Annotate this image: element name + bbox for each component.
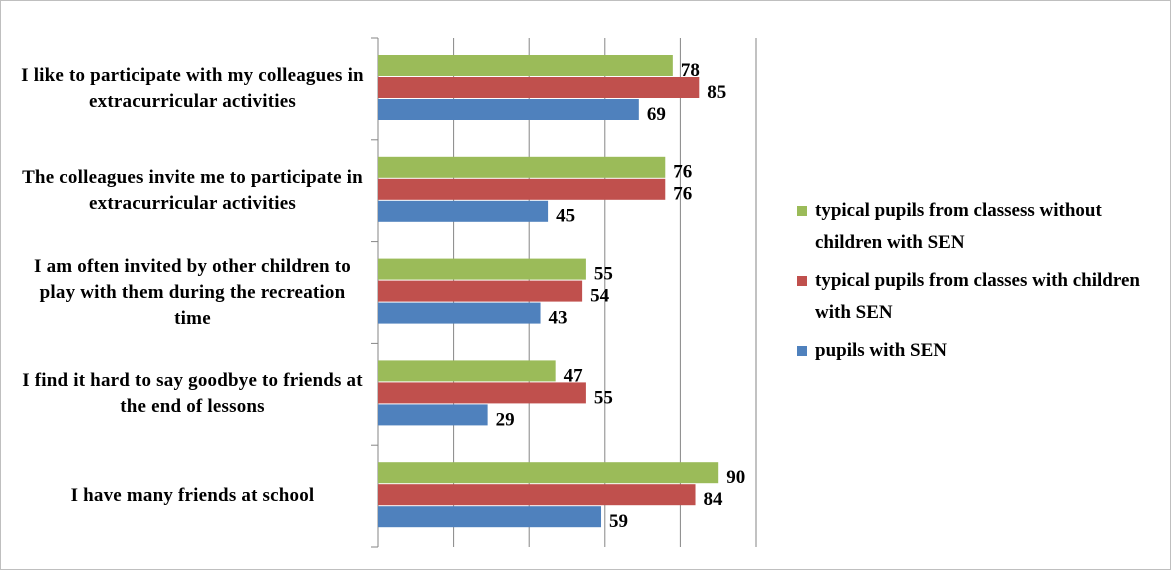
data-label: 54 — [590, 285, 610, 306]
data-label: 90 — [726, 467, 745, 488]
legend-label: typical pupils from classess without chi… — [815, 200, 1102, 253]
category-label: I have many friends at school — [70, 485, 315, 507]
bar — [378, 178, 666, 200]
bar — [378, 200, 549, 222]
bar — [378, 302, 541, 324]
bar — [378, 484, 696, 506]
category-label: I find it hard to say goodbye to friends… — [22, 370, 363, 418]
bar — [378, 382, 586, 404]
bar — [378, 258, 586, 280]
bar — [378, 404, 488, 426]
bar — [378, 506, 602, 528]
legend-label: pupils with SEN — [815, 340, 948, 361]
category-label: I am often invited by other children to … — [34, 255, 351, 329]
data-label: 55 — [594, 387, 613, 408]
data-label: 55 — [594, 263, 613, 284]
data-label: 76 — [673, 162, 692, 183]
legend-label: typical pupils from classes with childre… — [815, 270, 1140, 323]
data-label: 78 — [681, 60, 700, 81]
data-label: 29 — [496, 409, 515, 430]
bar — [378, 462, 719, 484]
category-label: I like to participate with my colleagues… — [21, 64, 364, 112]
bar — [378, 156, 666, 178]
legend-swatch — [797, 346, 807, 356]
data-label: 85 — [707, 82, 726, 103]
bar — [378, 360, 556, 382]
data-label: 69 — [647, 104, 666, 125]
bar — [378, 280, 583, 302]
legend-swatch — [797, 206, 807, 216]
bar — [378, 55, 673, 76]
data-label: 47 — [564, 365, 584, 386]
data-label: 45 — [556, 206, 575, 227]
data-label: 84 — [704, 489, 724, 510]
data-label: 43 — [549, 307, 568, 328]
bar — [378, 77, 700, 98]
data-label: 76 — [673, 184, 692, 205]
legend-swatch — [797, 276, 807, 286]
bar — [378, 99, 639, 120]
category-label: The colleagues invite me to participate … — [22, 166, 363, 214]
data-label: 59 — [609, 511, 628, 532]
